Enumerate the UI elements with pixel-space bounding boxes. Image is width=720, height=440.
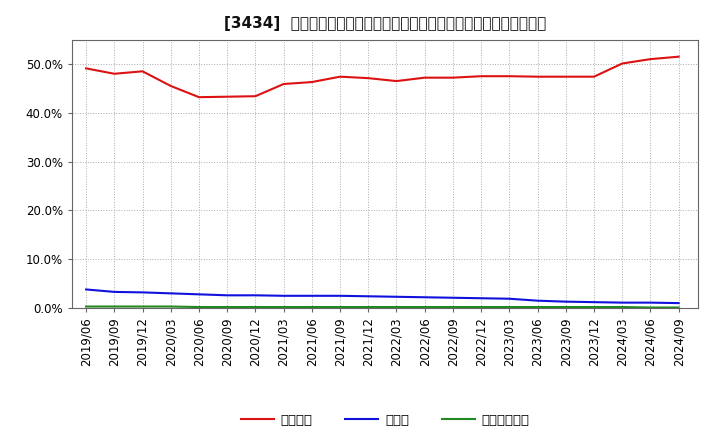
- 繰延税金資産: [279, 304, 288, 310]
- のれん: [675, 301, 683, 306]
- のれん: [166, 291, 175, 296]
- 自己資本: [449, 75, 457, 81]
- 繰延税金資産: [420, 304, 429, 310]
- 自己資本: [223, 94, 232, 99]
- のれん: [194, 292, 203, 297]
- のれん: [279, 293, 288, 298]
- Title: [3434]  自己資本、のれん、繰延税金資産の総資産に対する比率の推移: [3434] 自己資本、のれん、繰延税金資産の総資産に対する比率の推移: [224, 16, 546, 32]
- のれん: [534, 298, 542, 303]
- のれん: [420, 295, 429, 300]
- 自己資本: [675, 54, 683, 59]
- Line: のれん: のれん: [86, 290, 679, 303]
- 自己資本: [138, 69, 147, 74]
- のれん: [307, 293, 316, 298]
- 繰延税金資産: [618, 304, 626, 310]
- 自己資本: [336, 74, 344, 79]
- 繰延税金資産: [364, 304, 372, 310]
- Legend: 自己資本, のれん, 繰延税金資産: 自己資本, のれん, 繰延税金資産: [235, 408, 535, 432]
- 繰延税金資産: [392, 304, 401, 310]
- のれん: [562, 299, 570, 304]
- 自己資本: [590, 74, 598, 79]
- 自己資本: [534, 74, 542, 79]
- 自己資本: [477, 73, 485, 79]
- 繰延税金資産: [138, 304, 147, 309]
- 繰延税金資産: [194, 304, 203, 310]
- 自己資本: [279, 81, 288, 87]
- 繰延税金資産: [251, 304, 260, 310]
- 自己資本: [646, 56, 654, 62]
- 自己資本: [82, 66, 91, 71]
- のれん: [646, 300, 654, 305]
- 自己資本: [562, 74, 570, 79]
- のれん: [392, 294, 401, 299]
- Line: 繰延税金資産: 繰延税金資産: [86, 307, 679, 308]
- Line: 自己資本: 自己資本: [86, 57, 679, 97]
- 繰延税金資産: [110, 304, 119, 309]
- のれん: [477, 296, 485, 301]
- 繰延税金資産: [336, 304, 344, 310]
- 繰延税金資産: [646, 305, 654, 310]
- 繰延税金資産: [562, 304, 570, 310]
- のれん: [110, 289, 119, 294]
- のれん: [505, 296, 513, 301]
- 繰延税金資産: [534, 304, 542, 310]
- のれん: [223, 293, 232, 298]
- 繰延税金資産: [675, 305, 683, 310]
- 繰延税金資産: [166, 304, 175, 309]
- 繰延税金資産: [223, 304, 232, 310]
- 繰延税金資産: [505, 304, 513, 310]
- 自己資本: [251, 94, 260, 99]
- のれん: [618, 300, 626, 305]
- のれん: [138, 290, 147, 295]
- 繰延税金資産: [82, 304, 91, 309]
- 自己資本: [505, 73, 513, 79]
- 自己資本: [194, 95, 203, 100]
- のれん: [336, 293, 344, 298]
- 自己資本: [166, 83, 175, 88]
- 繰延税金資産: [477, 304, 485, 310]
- のれん: [590, 300, 598, 305]
- 繰延税金資産: [449, 304, 457, 310]
- 自己資本: [618, 61, 626, 66]
- 自己資本: [392, 78, 401, 84]
- 自己資本: [364, 76, 372, 81]
- 自己資本: [420, 75, 429, 81]
- 自己資本: [110, 71, 119, 77]
- 自己資本: [307, 79, 316, 84]
- 繰延税金資産: [590, 304, 598, 310]
- のれん: [364, 293, 372, 299]
- のれん: [449, 295, 457, 301]
- 繰延税金資産: [307, 304, 316, 310]
- のれん: [82, 287, 91, 292]
- のれん: [251, 293, 260, 298]
